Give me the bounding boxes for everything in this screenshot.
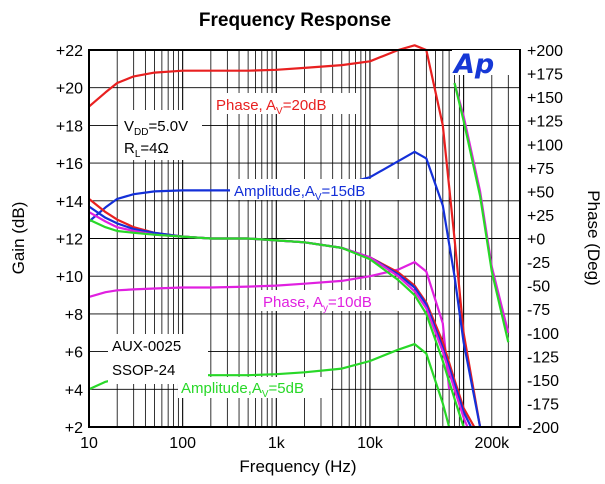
amp5-label: Amplitude,AV=5dB [181, 380, 304, 400]
x-tick-label: 10 [80, 435, 98, 452]
amp15-label: Amplitude,AV=15dB [234, 183, 365, 203]
phase20-label: Phase, AV=20dB [216, 97, 327, 117]
x-tick-label: 10k [357, 435, 384, 452]
right-axis-ticks: +200 +175 +150 +125 +100 +75 +50 +25 +0 -25 -50 -75… [527, 43, 563, 437]
x-axis-ticks: 10 100 1k 10k 200k [80, 435, 510, 452]
y-tick-label: +22 [56, 43, 83, 60]
y2-tick-label: -50 [527, 279, 550, 296]
ap-logo: Ap [452, 49, 494, 80]
y-tick-label: +14 [56, 194, 83, 211]
y2-tick-label: +175 [527, 67, 563, 84]
y2-axis-label: Phase (Deg) [584, 190, 603, 285]
plot-frame [88, 49, 521, 428]
y-tick-label: +6 [65, 345, 83, 362]
rl-label: RL=4Ω [124, 140, 169, 160]
y2-tick-label: -125 [527, 349, 559, 366]
part-box [108, 334, 208, 384]
chart-title: Frequency Response [199, 10, 391, 31]
y2-tick-label: +100 [527, 137, 563, 154]
vdd-label: VDD=5.0V [124, 118, 188, 138]
y-tick-label: +8 [65, 307, 83, 324]
phase10-label: Phase, Ay=10dB [263, 294, 372, 314]
y2-tick-label: +200 [527, 43, 563, 60]
y2-tick-label: +150 [527, 90, 563, 107]
y-tick-label: +4 [65, 382, 83, 399]
y2-tick-label: -25 [527, 255, 550, 272]
y-tick-label: +2 [65, 420, 83, 437]
part-number: AUX-0025 [112, 338, 181, 355]
y2-tick-label: -100 [527, 326, 559, 343]
amp5-label-bg [178, 377, 331, 398]
y2-tick-label: -75 [527, 302, 550, 319]
x-tick-label: 200k [474, 435, 510, 452]
x-axis-label: Frequency (Hz) [239, 457, 356, 476]
amp15-label-bg [230, 179, 408, 200]
phase10-label-bg [259, 290, 402, 311]
y2-tick-label: +50 [527, 184, 554, 201]
x-tick-label: 1k [268, 435, 286, 452]
y2-tick-label: +125 [527, 114, 563, 131]
package-label: SSOP-24 [112, 362, 175, 379]
y2-tick-label: -200 [527, 420, 559, 437]
y-tick-label: +12 [56, 232, 83, 249]
y-tick-label: +10 [56, 269, 83, 286]
y2-tick-label: +75 [527, 161, 554, 178]
vdd-box [118, 110, 202, 160]
left-axis-ticks: +2 +4 +6 +8 +10 +12 +14 +16 +18 +20 +22 [56, 43, 83, 437]
y-tick-label: +16 [56, 156, 83, 173]
y2-tick-label: -150 [527, 373, 559, 390]
y2-tick-label: +25 [527, 208, 554, 225]
x-tick-label: 100 [169, 435, 196, 452]
series-line [88, 44, 482, 428]
y-axis-label: Gain (dB) [9, 202, 28, 275]
series-line [88, 218, 465, 428]
logo-bg [452, 50, 519, 75]
phase20-label-bg [212, 93, 358, 114]
y2-tick-label: -175 [527, 396, 559, 413]
y-tick-label: +20 [56, 81, 83, 98]
y2-tick-label: +0 [527, 232, 545, 249]
y-tick-label: +18 [56, 118, 83, 135]
